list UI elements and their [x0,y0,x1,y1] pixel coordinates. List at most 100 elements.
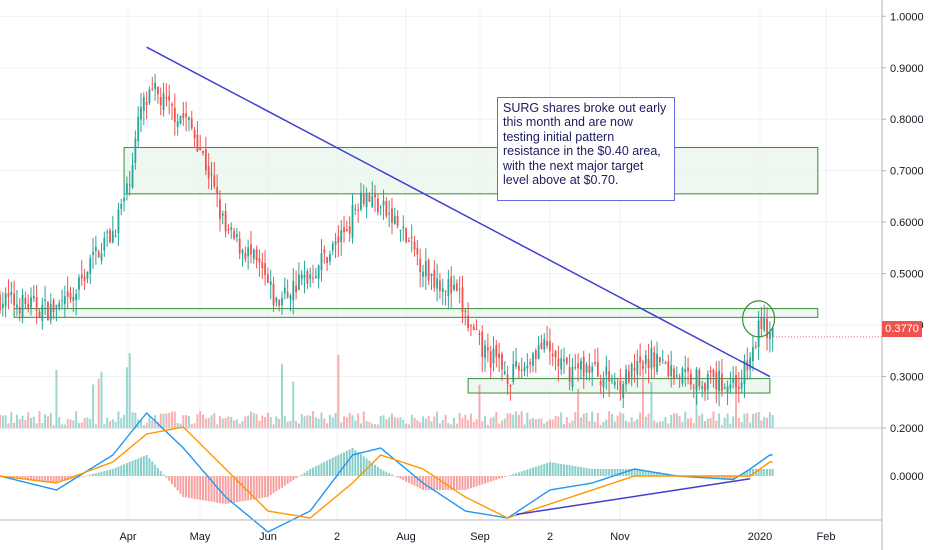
candle-body [687,367,689,372]
histogram-bar [438,476,441,490]
volume-bar [218,416,221,428]
volume-bar [326,423,329,428]
candle-body [100,253,103,261]
candle-body [416,247,419,255]
candle-body [252,249,255,260]
time-tick-label: 2 [547,531,553,543]
candle-body [86,271,89,279]
volume-bar [469,413,472,428]
volume-bar [309,415,312,428]
candle-body [66,291,69,297]
volume-bar [726,413,729,428]
volume-bar [289,420,292,428]
candle-body [94,246,97,251]
volume-bar [66,419,69,428]
candle-body [272,283,275,306]
candle-body [176,121,179,127]
histogram-bar [224,476,227,504]
candle-body [580,360,582,370]
volume-bar [515,411,518,428]
histogram-bar [546,462,549,476]
volume-bar [249,411,252,428]
histogram-bar [596,469,599,476]
histogram-bar [458,476,461,490]
volume-bar [701,413,704,428]
candle-body [419,259,422,272]
candle-body [106,231,109,233]
histogram-bar [427,476,430,490]
volume-bar [751,413,754,428]
histogram-bar [588,468,591,476]
candle-body [681,368,684,384]
volume-bar [83,417,86,428]
histogram-bar [371,462,374,476]
histogram-bar [534,466,537,476]
volume-bar [407,424,410,428]
histogram-bar [27,476,30,480]
candle-body [546,341,548,346]
volume-bar [681,421,684,428]
volume-bar [596,412,599,428]
volume-bar [540,418,543,428]
volume-bar [376,424,379,428]
candle-body [565,357,568,364]
histogram-bar [314,466,317,476]
volume-bar [768,412,771,428]
histogram-bar [760,469,763,476]
histogram-bar [735,476,738,478]
volume-bar [503,418,506,428]
histogram-bar [233,476,236,503]
candle-body [382,200,385,206]
volume-bar [639,412,642,428]
candle-body [216,186,219,195]
candle-body [613,382,616,386]
price-tick-label: 0.8000 [890,114,924,126]
volume-bar [69,419,72,428]
histogram-bar [41,476,44,482]
volume-bar [410,414,413,428]
volume-bar [86,417,89,428]
candle-body [486,347,489,351]
volume-bar [461,417,464,428]
volume-bar [746,413,749,428]
histogram-bar [176,476,179,491]
volume-bar [633,421,636,428]
histogram-bar [594,469,597,476]
candle-body [766,318,768,338]
candle-body [596,361,599,377]
candle-body [582,356,585,377]
histogram-bar [766,469,769,476]
volume-bar [627,422,630,428]
histogram-bar [365,458,368,476]
histogram-bar [230,476,233,504]
volume-bar [196,414,199,428]
histogram-bar [616,469,619,476]
volume-bar [55,369,58,428]
histogram-bar [469,476,472,489]
candle-body [501,354,503,370]
candle-body [422,271,424,277]
candle-body [371,195,374,207]
candle-body [470,325,472,327]
candle-body [661,359,664,361]
histogram-bar [436,476,439,490]
histogram-bar [633,469,636,476]
volume-bar [664,417,667,428]
histogram-bar [154,464,157,476]
histogram-bar [548,462,551,476]
volume-bar [261,415,264,428]
volume-bar [52,424,55,428]
volume-bar [582,413,585,428]
candle-body [278,300,281,306]
candle-body [503,371,506,375]
volume-bar [371,423,374,428]
volume-bar [577,388,580,428]
candle-body [509,385,512,387]
volume-bar [543,423,546,428]
histogram-bar [44,476,47,482]
volume-bar [125,367,128,428]
histogram-bar [125,463,128,476]
candle-body [264,263,266,276]
volume-bar [264,417,267,428]
